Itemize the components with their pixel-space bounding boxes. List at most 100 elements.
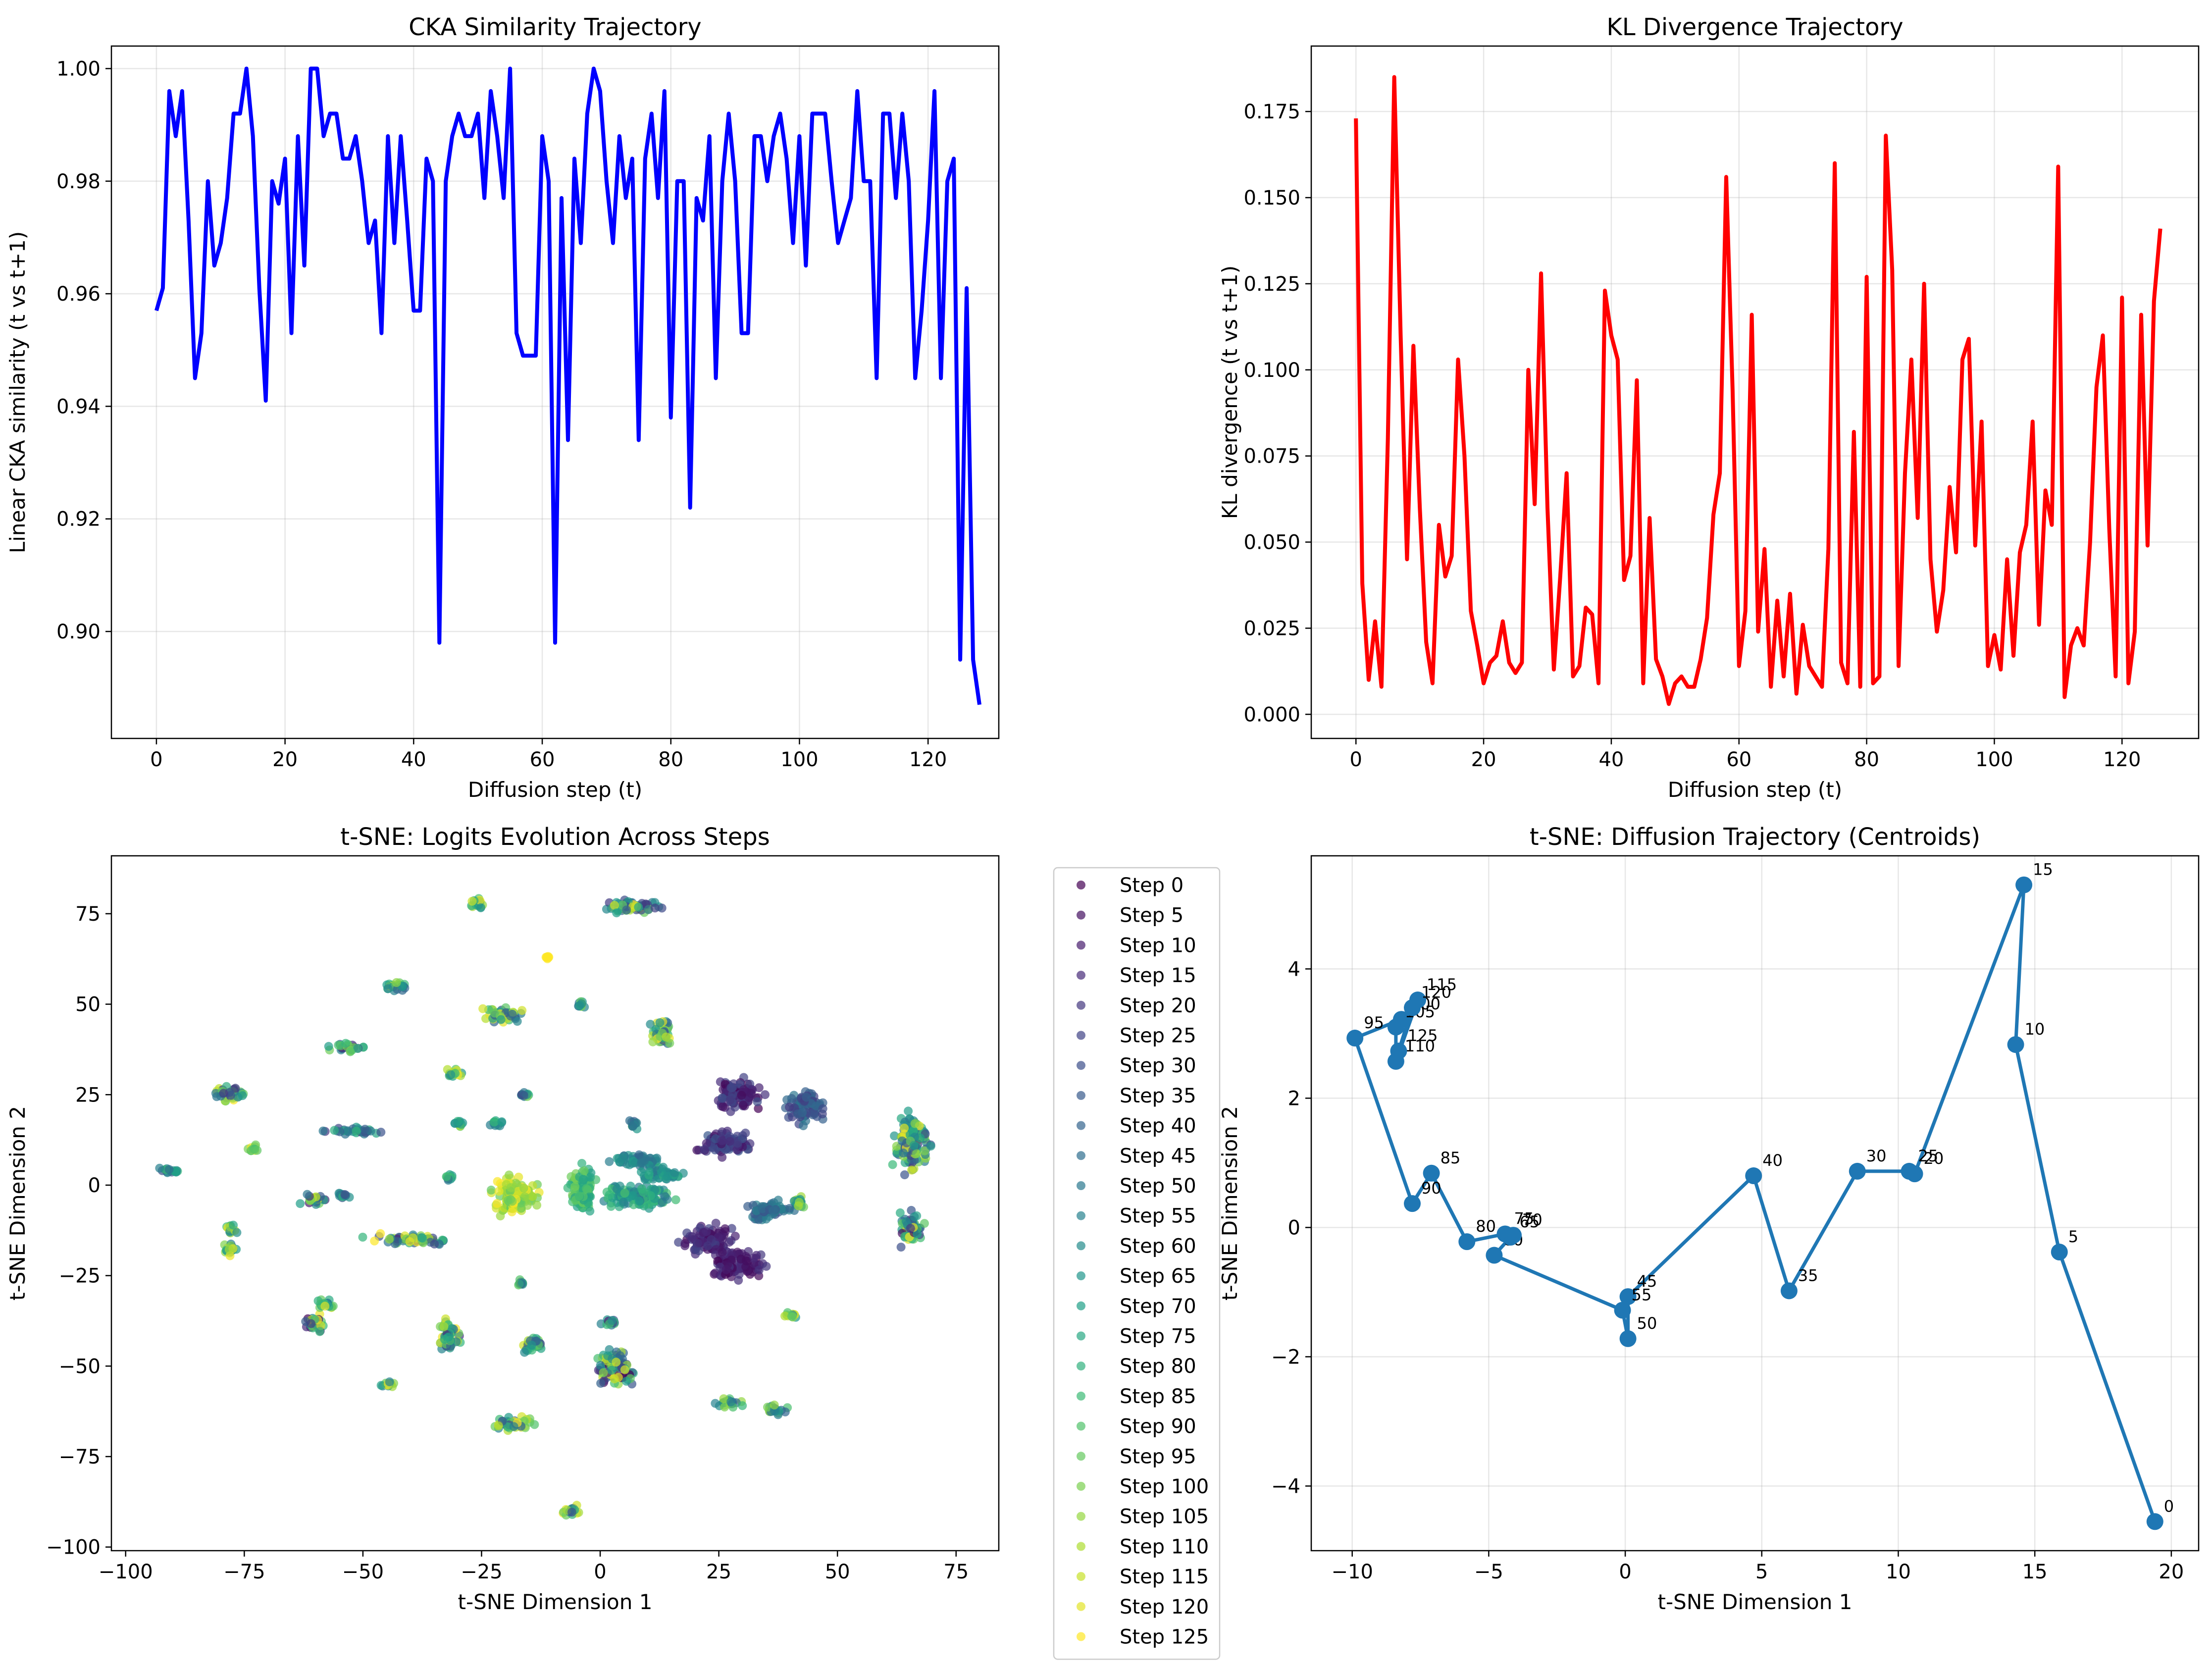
scatter-point <box>733 1139 742 1148</box>
scatter-point <box>674 1238 683 1247</box>
scatter-point <box>912 1149 921 1158</box>
scatter-point <box>655 1018 665 1027</box>
legend-marker <box>1077 1602 1085 1611</box>
scatter-point <box>542 952 552 962</box>
scatter-point <box>738 1401 747 1411</box>
centroid-label: 15 <box>2033 860 2053 879</box>
x-tick-label: 75 <box>943 1561 969 1583</box>
scatter-point <box>494 1421 503 1431</box>
scatter-point <box>324 1042 333 1051</box>
scatter-point <box>780 1311 789 1321</box>
scatter-point <box>793 1109 803 1118</box>
centroid-point <box>1745 1167 1762 1185</box>
scatter-point <box>563 1183 572 1193</box>
y-axis-label: KL divergence (t vs t+1) <box>1218 265 1242 519</box>
y-tick-label: 0 <box>1288 1216 1300 1239</box>
centroid-label: 75 <box>1514 1209 1534 1228</box>
legend-marker <box>1077 1151 1085 1160</box>
scatter-point <box>596 1360 605 1370</box>
scatter-point <box>692 1146 702 1155</box>
legend-marker <box>1077 1271 1085 1281</box>
scatter-point <box>711 1218 720 1228</box>
x-tick-label: −25 <box>461 1561 502 1583</box>
centroid-point <box>1346 1030 1364 1047</box>
plot-frame <box>110 855 1000 1552</box>
legend-entry: Step 40 <box>1120 1115 1196 1138</box>
scatter-point <box>490 1117 499 1127</box>
chart-title: CKA Similarity Trajectory <box>409 13 701 41</box>
scatter-point <box>506 1183 515 1192</box>
centroid-label: 125 <box>1407 1026 1438 1045</box>
scatter-point <box>238 1091 247 1100</box>
x-tick-label: 20 <box>1471 748 1496 771</box>
scatter-point <box>605 1157 614 1166</box>
scatter-point <box>358 1233 367 1242</box>
scatter-point <box>718 1102 727 1111</box>
scatter-point <box>442 1172 451 1181</box>
scatter-point <box>724 1238 734 1247</box>
legend-marker <box>1077 1031 1085 1040</box>
scatter-point <box>446 1070 456 1079</box>
y-tick-label: −50 <box>59 1355 101 1378</box>
scatter-point <box>315 1327 324 1336</box>
legend-entry: Step 35 <box>1120 1085 1196 1107</box>
scatter-point <box>659 1162 668 1172</box>
scatter-point <box>720 1224 730 1233</box>
x-tick-label: −50 <box>342 1561 384 1583</box>
scatter-point <box>762 1214 771 1224</box>
legend-entry: Step 60 <box>1120 1235 1196 1257</box>
x-axis-label: t-SNE Dimension 1 <box>1658 1590 1852 1614</box>
y-tick-label: 0.075 <box>1243 445 1300 468</box>
x-tick-label: 0 <box>594 1561 606 1583</box>
y-tick-label: 0.150 <box>1243 187 1300 209</box>
scatter-point <box>719 1394 728 1404</box>
scatter-point <box>661 1032 670 1042</box>
x-axis-label: Diffusion step (t) <box>468 778 642 802</box>
scatter-point <box>738 1100 748 1110</box>
scatter-point <box>787 1312 796 1321</box>
legend-marker <box>1077 1542 1085 1551</box>
scatter-point <box>430 1239 439 1249</box>
centroid-point <box>1404 999 1421 1016</box>
legend-marker <box>1077 1211 1085 1220</box>
scatter-point <box>661 1174 670 1184</box>
centroid-label: 40 <box>1762 1151 1783 1170</box>
centroid-point <box>1404 1195 1421 1212</box>
x-tick-label: 25 <box>706 1561 731 1583</box>
scatter-point <box>785 1203 794 1213</box>
scatter-point <box>508 1009 517 1019</box>
scatter-point <box>741 1128 750 1138</box>
y-tick-label: 0.025 <box>1243 617 1300 640</box>
legend-marker <box>1077 1301 1085 1310</box>
chart-3: −100 −75 −50 −25 0 25 50 75 −100 −75 −50 −25 0 25 50 75… <box>5 823 1000 1614</box>
y-tick-label: −25 <box>59 1265 101 1288</box>
scatter-point <box>661 1192 670 1202</box>
legend-marker <box>1077 1572 1085 1581</box>
scatter-point <box>376 1128 386 1137</box>
legend-marker <box>1077 1241 1085 1251</box>
scatter-point <box>734 1270 744 1279</box>
scatter-point <box>694 1246 703 1255</box>
scatter-point <box>478 1004 488 1013</box>
x-tick-label: 60 <box>1726 748 1751 771</box>
x-tick-label: −5 <box>1474 1561 1503 1583</box>
scatter-point <box>899 1149 908 1158</box>
x-tick-label: 0 <box>150 748 162 771</box>
x-tick-label: 20 <box>2159 1561 2184 1583</box>
scatter-point <box>634 1197 644 1206</box>
scatter-point <box>513 1017 522 1026</box>
scatter-point <box>718 1248 727 1257</box>
centroid-point <box>1486 1247 1503 1264</box>
scatter-point <box>155 1163 164 1173</box>
legend-marker <box>1077 881 1085 889</box>
y-tick-label: 0.125 <box>1243 273 1300 296</box>
scatter-point <box>618 1153 627 1162</box>
scatter-point <box>612 908 621 918</box>
legend-entry: Step 25 <box>1120 1025 1196 1047</box>
legend-entry: Step 115 <box>1120 1566 1209 1588</box>
centroid-point <box>1619 1330 1637 1347</box>
chart-4: −10 −5 0 5 10 15 20 −4 −2 0 2 4 t-SNE: Diffusion Tra… <box>1218 823 2200 1614</box>
scatter-point <box>906 1224 915 1233</box>
scatter-point <box>341 1039 350 1048</box>
scatter-point <box>770 1400 779 1410</box>
